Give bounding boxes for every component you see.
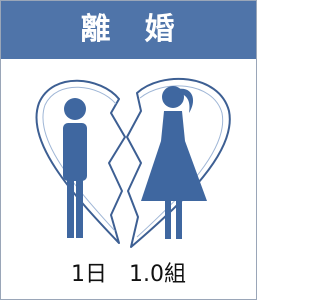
- caption: 1日 1.0組: [1, 256, 256, 288]
- header-title: 離 婚: [1, 1, 256, 59]
- broken-heart-icon: [1, 61, 256, 251]
- card: 離 婚 1日 1.0組: [0, 0, 257, 300]
